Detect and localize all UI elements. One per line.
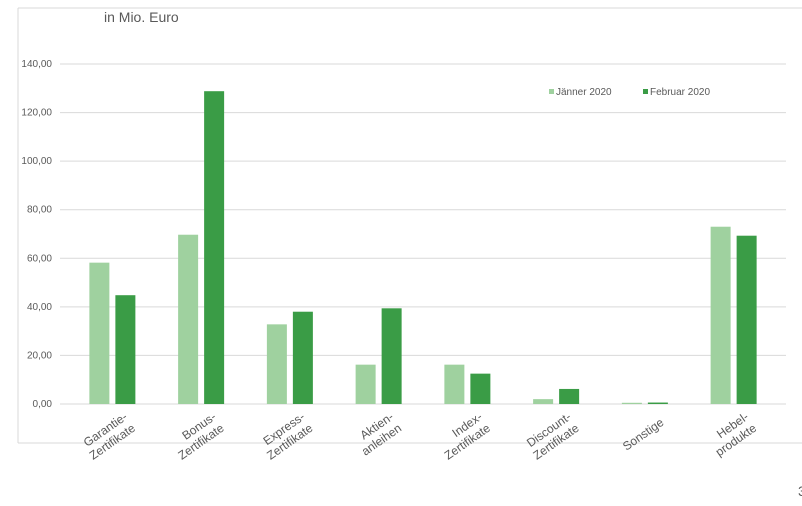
bar-jaenner-2020 xyxy=(621,402,642,404)
x-category-label: Discount-Zertifikate xyxy=(524,409,582,462)
bar-februar-2020 xyxy=(204,91,225,404)
bar-februar-2020 xyxy=(647,402,668,404)
bar-februar-2020 xyxy=(381,308,402,404)
bar-jaenner-2020 xyxy=(444,364,465,404)
x-category-label: Sonstige xyxy=(620,415,667,453)
bars xyxy=(89,91,757,404)
legend-label: Februar 2020 xyxy=(650,87,710,98)
x-tick-label: Sonstige xyxy=(620,415,667,453)
bar-jaenner-2020 xyxy=(710,226,731,404)
x-category-label: Hebel-produkte xyxy=(713,409,760,459)
unit-label: in Mio. Euro xyxy=(104,9,179,25)
y-tick-label: 120,00 xyxy=(21,108,52,119)
y-tick-label: 0,00 xyxy=(33,399,53,410)
bar-jaenner-2020 xyxy=(89,262,110,404)
bar-jaenner-2020 xyxy=(355,364,376,404)
bar-jaenner-2020 xyxy=(266,324,287,404)
y-tick-label: 100,00 xyxy=(21,156,52,167)
legend-swatch xyxy=(643,89,648,94)
bar-februar-2020 xyxy=(115,295,136,404)
x-axis-labels: Garantie-Zertifikate Bonus-Zertifikate Exp… xyxy=(81,409,760,462)
x-category-label: Aktien-anleihen xyxy=(357,409,404,458)
y-axis-ticks: 0,00 20,00 40,00 60,00 80,00 100,00 120,00 140,… xyxy=(21,59,52,410)
x-category-label: Express-Zertifikate xyxy=(261,409,316,462)
y-tick-label: 20,00 xyxy=(27,350,52,361)
gridlines xyxy=(60,63,786,405)
bar-februar-2020 xyxy=(736,235,757,404)
y-tick-label: 40,00 xyxy=(27,302,52,313)
bar-februar-2020 xyxy=(470,373,491,404)
bar-jaenner-2020 xyxy=(533,399,554,404)
x-category-label: Bonus-Zertifikate xyxy=(175,409,226,462)
bar-februar-2020 xyxy=(292,311,313,404)
x-category-label: Garantie-Zertifikate xyxy=(81,409,138,462)
bar-jaenner-2020 xyxy=(178,234,199,404)
corner-mark: 3 xyxy=(798,483,802,499)
y-tick-label: 140,00 xyxy=(21,59,52,70)
legend-label: Jänner 2020 xyxy=(556,87,612,98)
x-category-label: Index-Zertifikate xyxy=(442,409,493,462)
legend-swatch xyxy=(549,89,554,94)
legend: Jänner 2020 Februar 2020 xyxy=(549,87,710,98)
y-tick-label: 80,00 xyxy=(27,205,52,216)
y-tick-label: 60,00 xyxy=(27,253,52,264)
bar-februar-2020 xyxy=(559,388,580,404)
